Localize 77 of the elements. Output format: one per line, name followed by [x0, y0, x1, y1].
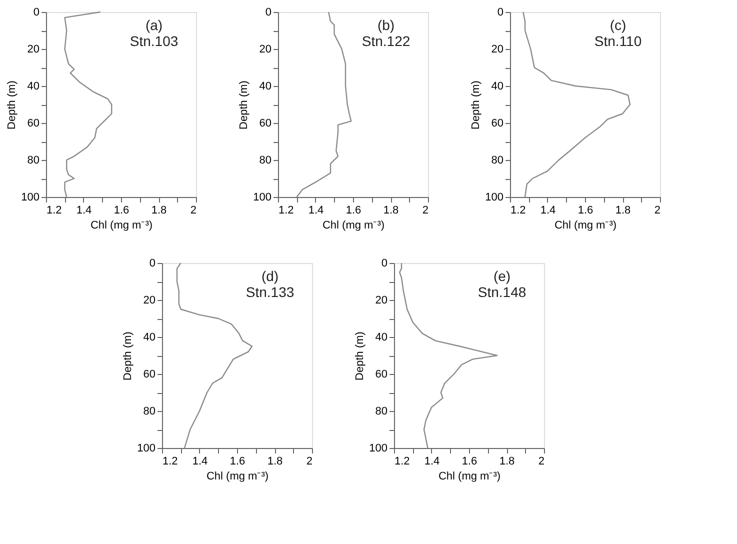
- y-tick-label: 20: [27, 44, 40, 56]
- y-tick-label: 60: [491, 118, 504, 130]
- x-axis-title: Chl (mg m⁻³): [206, 470, 269, 482]
- x-tick-label: 1.8: [499, 456, 515, 468]
- x-tick-label: 1.4: [76, 204, 92, 216]
- x-tick-label: 1.4: [308, 204, 324, 216]
- annotation: Stn.122: [362, 33, 410, 49]
- y-tick-label: 0: [497, 6, 504, 18]
- x-tick-label: 1.8: [151, 204, 167, 216]
- y-tick-label: 0: [33, 6, 40, 18]
- y-tick-label: 80: [27, 154, 40, 166]
- annotation: (c): [610, 17, 626, 33]
- x-tick-label: 1.2: [46, 204, 62, 216]
- x-tick-label: 1.6: [578, 204, 594, 216]
- y-axis-title: Depth (m): [470, 80, 482, 130]
- y-tick-label: 100: [485, 192, 504, 204]
- y-tick-label: 100: [253, 192, 272, 204]
- y-axis-title: Depth (m): [238, 80, 250, 130]
- y-tick-label: 0: [265, 6, 272, 18]
- x-tick-label: 2: [538, 456, 544, 468]
- x-tick-label: 2: [306, 456, 312, 468]
- y-axis-title: Depth (m): [122, 332, 134, 380]
- x-axis-title: Chl (mg m⁻³): [438, 470, 501, 482]
- y-tick-label: 60: [259, 118, 272, 130]
- x-tick-label: 1.4: [540, 204, 556, 216]
- annotation: (d): [261, 268, 279, 284]
- y-tick-label: 80: [491, 154, 504, 166]
- y-tick-label: 100: [21, 192, 40, 204]
- y-tick-label: 40: [27, 80, 40, 92]
- x-tick-label: 1.6: [230, 456, 246, 468]
- y-tick-label: 80: [259, 154, 272, 166]
- x-tick-label: 1.6: [346, 204, 362, 216]
- line-series: [296, 11, 352, 198]
- y-tick-label: 40: [259, 80, 272, 92]
- x-tick-label: 1.8: [615, 204, 631, 216]
- x-tick-label: 1.2: [394, 456, 410, 468]
- y-tick-label: 0: [381, 258, 388, 270]
- x-axis-title: Chl (mg m⁻³): [554, 220, 617, 232]
- annotation: (e): [493, 268, 511, 284]
- x-tick-label: 2: [190, 204, 196, 216]
- x-axis-title: Chl (mg m⁻³): [90, 220, 153, 232]
- y-tick-label: 20: [143, 294, 156, 306]
- y-tick-label: 100: [137, 442, 156, 454]
- annotation: Stn.103: [130, 33, 178, 49]
- annotation: Stn.133: [246, 284, 294, 300]
- annotation: (a): [145, 17, 163, 33]
- y-tick-label: 40: [375, 332, 388, 344]
- x-tick-label: 1.6: [114, 204, 130, 216]
- y-tick-label: 60: [375, 368, 388, 380]
- y-tick-label: 20: [259, 44, 272, 56]
- y-tick-label: 80: [375, 406, 388, 418]
- annotation: (b): [377, 17, 395, 33]
- y-tick-label: 60: [27, 118, 40, 130]
- annotation: Stn.148: [478, 284, 526, 300]
- x-tick-label: 1.4: [192, 456, 208, 468]
- x-tick-label: 2: [422, 204, 428, 216]
- y-tick-label: 20: [491, 44, 504, 56]
- y-axis-title: Depth (m): [6, 80, 18, 130]
- annotation: Stn.110: [594, 33, 642, 49]
- x-tick-label: 1.2: [278, 204, 294, 216]
- x-tick-label: 1.2: [510, 204, 526, 216]
- x-tick-label: 1.8: [383, 204, 399, 216]
- y-tick-label: 0: [149, 258, 156, 270]
- y-axis-title: Depth (m): [354, 332, 366, 380]
- x-tick-label: 2: [654, 204, 660, 216]
- x-tick-label: 1.4: [424, 456, 440, 468]
- y-tick-label: 40: [143, 332, 156, 344]
- line-series: [64, 11, 112, 198]
- x-tick-label: 1.2: [162, 456, 178, 468]
- y-tick-label: 20: [375, 294, 388, 306]
- x-tick-label: 1.8: [267, 456, 283, 468]
- y-tick-label: 60: [143, 368, 156, 380]
- y-tick-label: 100: [369, 442, 388, 454]
- y-tick-label: 80: [143, 406, 156, 418]
- x-axis-title: Chl (mg m⁻³): [322, 220, 385, 232]
- y-tick-label: 40: [491, 80, 504, 92]
- x-tick-label: 1.6: [462, 456, 478, 468]
